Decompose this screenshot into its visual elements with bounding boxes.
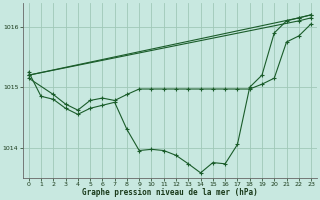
X-axis label: Graphe pression niveau de la mer (hPa): Graphe pression niveau de la mer (hPa) [82,188,258,197]
